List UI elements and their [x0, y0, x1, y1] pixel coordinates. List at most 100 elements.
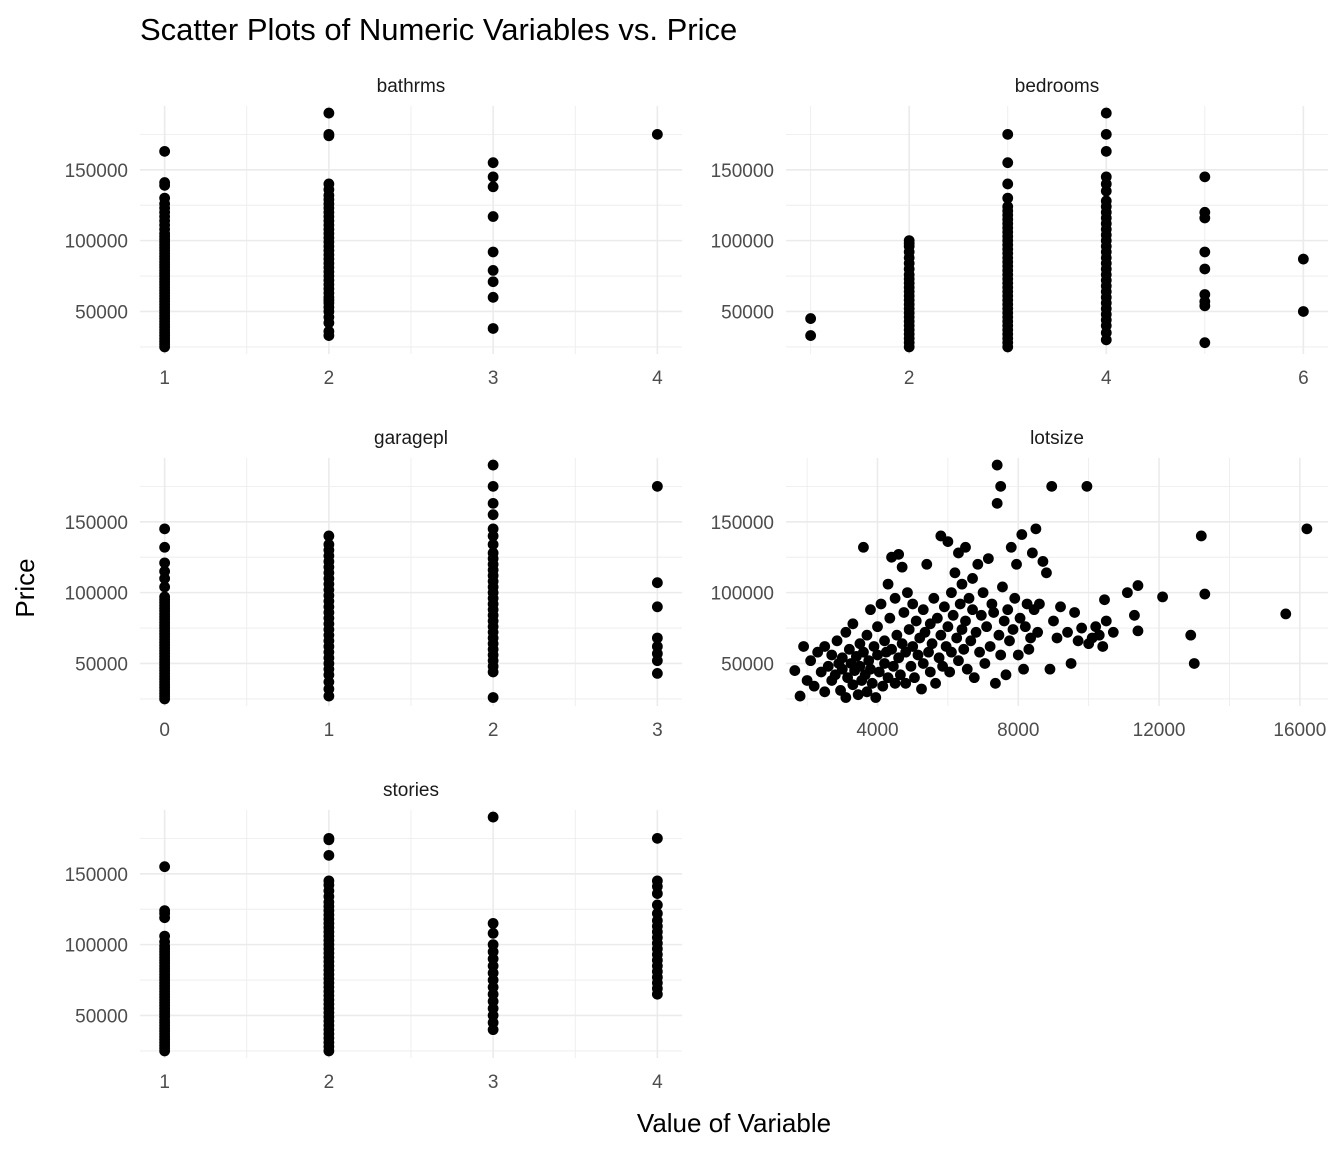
- data-point: [981, 621, 993, 633]
- data-point: [1129, 609, 1140, 621]
- data-point: [887, 660, 899, 672]
- data-point: [960, 541, 971, 553]
- data-point: [487, 939, 499, 951]
- data-point: [159, 581, 171, 593]
- data-point: [1012, 649, 1024, 661]
- data-point: [926, 638, 938, 650]
- x-tick-label: 16000: [1273, 720, 1326, 741]
- data-point: [903, 235, 915, 247]
- data-point: [805, 330, 817, 341]
- data-point: [924, 666, 936, 678]
- data-point: [1121, 587, 1133, 599]
- data-point: [1199, 206, 1211, 218]
- data-point: [960, 615, 971, 627]
- data-point: [1019, 621, 1031, 633]
- data-point: [819, 641, 831, 652]
- data-point: [872, 621, 883, 633]
- data-point: [928, 592, 940, 604]
- data-point: [1037, 556, 1049, 567]
- data-point: [651, 668, 663, 679]
- data-point: [1026, 547, 1038, 559]
- data-point: [822, 660, 834, 672]
- strip-label: bathrms: [377, 76, 446, 97]
- data-point: [879, 635, 890, 647]
- data-point: [487, 264, 499, 276]
- data-point: [487, 181, 499, 193]
- data-point: [1100, 128, 1112, 140]
- data-point: [854, 638, 866, 650]
- data-point: [1100, 171, 1112, 183]
- data-point: [898, 607, 910, 618]
- data-point: [159, 591, 171, 603]
- data-point: [1030, 523, 1042, 535]
- data-point: [651, 899, 663, 911]
- data-point: [977, 587, 989, 599]
- data-point: [889, 592, 901, 604]
- data-point: [1051, 632, 1063, 644]
- data-point: [997, 581, 1008, 593]
- data-point: [979, 658, 991, 669]
- data-point: [882, 578, 894, 590]
- data-point: [651, 641, 663, 652]
- data-point: [998, 615, 1010, 627]
- data-point: [1041, 567, 1052, 579]
- data-point: [487, 480, 499, 492]
- data-point: [1072, 635, 1084, 647]
- data-point: [1046, 480, 1058, 492]
- data-point: [984, 641, 996, 652]
- data-point: [884, 612, 896, 624]
- strip-label: stories: [383, 780, 439, 801]
- data-point: [1016, 529, 1028, 540]
- data-point: [1002, 178, 1014, 190]
- x-tick-label: 2: [324, 1072, 335, 1093]
- data-point: [917, 658, 929, 669]
- data-point: [487, 157, 499, 169]
- data-point: [651, 832, 663, 844]
- x-tick-label: 1: [159, 1072, 170, 1093]
- data-point: [1195, 530, 1207, 542]
- data-point: [953, 655, 964, 667]
- data-point: [909, 672, 920, 684]
- data-point: [808, 680, 820, 692]
- chart-title: Scatter Plots of Numeric Variables vs. P…: [140, 12, 737, 47]
- data-point: [870, 692, 882, 703]
- data-point: [1032, 626, 1044, 638]
- data-point: [917, 604, 929, 616]
- data-point: [1004, 635, 1015, 647]
- data-point: [826, 649, 838, 661]
- data-point: [323, 849, 335, 861]
- data-point: [916, 683, 927, 695]
- data-point: [1076, 622, 1088, 634]
- data-point: [893, 548, 905, 560]
- data-point: [1280, 608, 1292, 620]
- panel-bathrms: 50000 100000 150000 1 2 3 4 bathrms: [65, 76, 682, 389]
- data-point: [877, 680, 889, 692]
- data-point: [947, 609, 959, 621]
- x-tick-label: 2: [904, 368, 915, 389]
- data-point: [946, 646, 957, 658]
- data-point: [988, 607, 1000, 618]
- data-point: [1018, 663, 1029, 675]
- data-point: [487, 692, 499, 703]
- data-point: [847, 679, 859, 691]
- data-point: [995, 480, 1007, 492]
- x-tick-label: 3: [488, 368, 499, 389]
- data-point: [974, 646, 985, 658]
- data-point: [323, 539, 335, 550]
- data-point: [991, 497, 1003, 509]
- data-point: [323, 107, 335, 119]
- data-point: [935, 629, 947, 641]
- data-point: [886, 643, 897, 655]
- data-point: [159, 192, 171, 204]
- data-point: [942, 536, 954, 548]
- y-tick-label: 100000: [65, 584, 128, 605]
- data-point: [993, 629, 1005, 641]
- data-point: [954, 598, 966, 610]
- data-point: [323, 530, 335, 542]
- data-point: [970, 626, 982, 638]
- data-point: [159, 145, 171, 157]
- data-point: [972, 558, 984, 570]
- data-point: [907, 641, 919, 652]
- data-point: [968, 672, 980, 684]
